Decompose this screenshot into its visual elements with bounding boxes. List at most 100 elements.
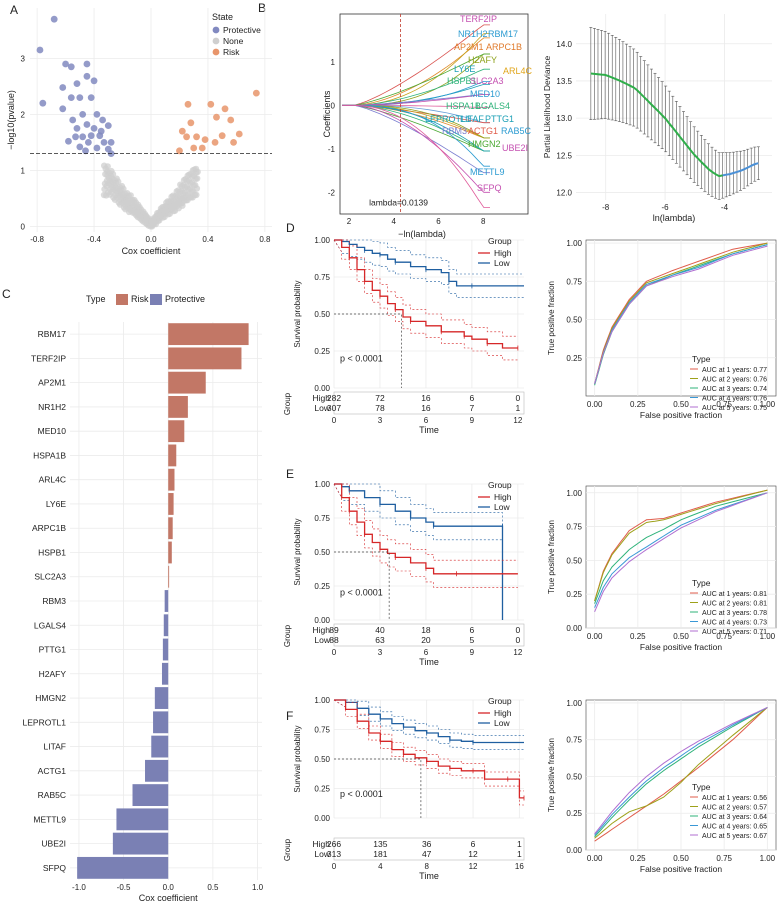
point-none [157,212,164,219]
gene-tick-label: RBM3 [42,596,66,606]
coef-bar [168,493,174,515]
high-group-ci-upper [334,239,518,337]
roc-curve [594,242,768,384]
risk-count: 282 [327,393,341,403]
legend-dot [212,48,220,56]
y-axis-label: True positive fraction [547,281,556,355]
legend-label: AUC at 2 years: 0.76 [702,377,767,384]
high-group-curve [334,699,524,799]
x-tick-label: 0.0 [145,235,157,244]
gene-tick-label: UBE2I [41,839,66,849]
y-axis-label: Coefficients [322,90,332,137]
legend-label: AUC at 5 years: 0.67 [702,833,767,840]
risk-count: 135 [373,839,387,849]
x-tick-label: 6 [436,217,441,226]
point-risk [211,139,219,146]
roc-curve [594,706,768,835]
point-none [143,214,150,221]
y-tick-label: 0.25 [314,347,330,356]
gene-label: ARL4C [503,66,533,76]
x-tick-label: 9 [470,648,475,657]
coef-bar [168,347,242,370]
x-tick-label: 6 [424,416,429,425]
x-tick-label: 12 [513,648,522,657]
y-axis-label: Survival probability [293,280,302,347]
low-group-ci-upper [334,699,524,736]
x-tick-label: 12 [469,862,478,871]
x-tick-label: 12 [513,416,522,425]
y-tick-label: 0.75 [566,523,582,532]
point-protective [90,77,98,85]
panel-b-lasso-paths: lambda=0.0139 TERF2IP NR1H2 RBM17 AP2M1 ARPC1… [322,13,533,239]
gene-tick-label: ACTG1 [38,766,67,776]
x-tick-label: 0 [332,648,337,657]
y-tick-label: 2 [21,110,26,119]
legend-title: Type [86,294,106,304]
point-protective [72,133,79,141]
risk-count: 6 [470,625,475,635]
y-tick-label: 0.75 [566,736,582,745]
gene-tick-label: RAB5C [38,790,66,800]
risk-count: 40 [375,625,385,635]
risk-row-label: Low [314,403,330,413]
panel-label-F: F [286,709,293,723]
legend-title: Group [488,696,512,706]
coef-path [342,53,490,106]
deviance-curve-green [590,72,723,178]
point-none [193,185,201,192]
point-none [184,172,191,179]
point-none [134,201,142,208]
legend-label: AUC at 4 years: 0.73 [702,620,767,627]
legend-label: Low [494,258,510,268]
point-protective [99,116,106,124]
x-tick-label: 1.00 [760,400,776,409]
coef-bar [168,395,188,418]
point-protective [104,122,112,129]
legend-swatch-risk [116,294,128,305]
x-tick-label: -0.5 [117,883,131,892]
low-group-ci-upper [334,483,503,607]
point-risk [176,147,183,155]
y-tick-label: 0.25 [566,354,582,363]
x-tick-label: 8 [481,217,486,226]
point-protective [83,60,91,68]
risk-table-frame [333,391,525,415]
y-tick-label: 0.50 [566,316,582,325]
coef-bar [154,687,169,709]
risk-count: 16 [421,393,431,403]
x-tick-label: 3 [378,648,383,657]
x-axis-label: Cox coefficient [139,893,198,903]
risk-count: 7 [470,403,475,413]
gene-tick-label: HSPB1 [38,547,66,557]
risk-count: 6 [470,393,475,403]
coef-bar [161,662,169,685]
gene-label: PTTG1 [485,114,514,124]
x-tick-label: 0.50 [673,854,689,863]
coef-bar [168,517,173,540]
coef-bar [77,856,169,879]
x-tick-label: 0.50 [673,632,689,641]
gene-tick-label: LGALS4 [34,620,66,630]
risk-row-label: High [313,839,331,849]
risk-table-axis-label: Group [283,624,292,647]
median-line [334,758,422,818]
x-tick-label: 4 [378,862,383,871]
coef-bar [145,759,169,782]
km-plot-E-km: p < 0.0001 0.00 0.25 0.50 0.75 1.00 Survival p… [283,480,525,667]
y-tick-label: 1.00 [566,489,582,498]
risk-count: 18 [421,625,431,635]
x-tick-label: 1.00 [760,632,776,641]
y-tick-label: 1.00 [314,480,330,489]
point-protective [79,133,87,141]
gene-label: METTL9 [470,167,505,177]
low-group-ci-lower [333,699,524,750]
gene-tick-label: PTTG1 [39,645,67,655]
y-tick-label: 0.00 [566,624,582,633]
km-plot-F-km: p < 0.0001 0.00 0.25 0.50 0.75 1.00 Survival p… [283,696,525,881]
y-tick-label: 0.50 [566,556,582,565]
point-none [107,181,114,188]
x-tick-label: 0.75 [716,632,732,641]
risk-row-label: High [313,625,331,635]
x-tick-label: 0.0 [163,883,175,892]
gene-label: SLC2A3 [470,76,504,86]
